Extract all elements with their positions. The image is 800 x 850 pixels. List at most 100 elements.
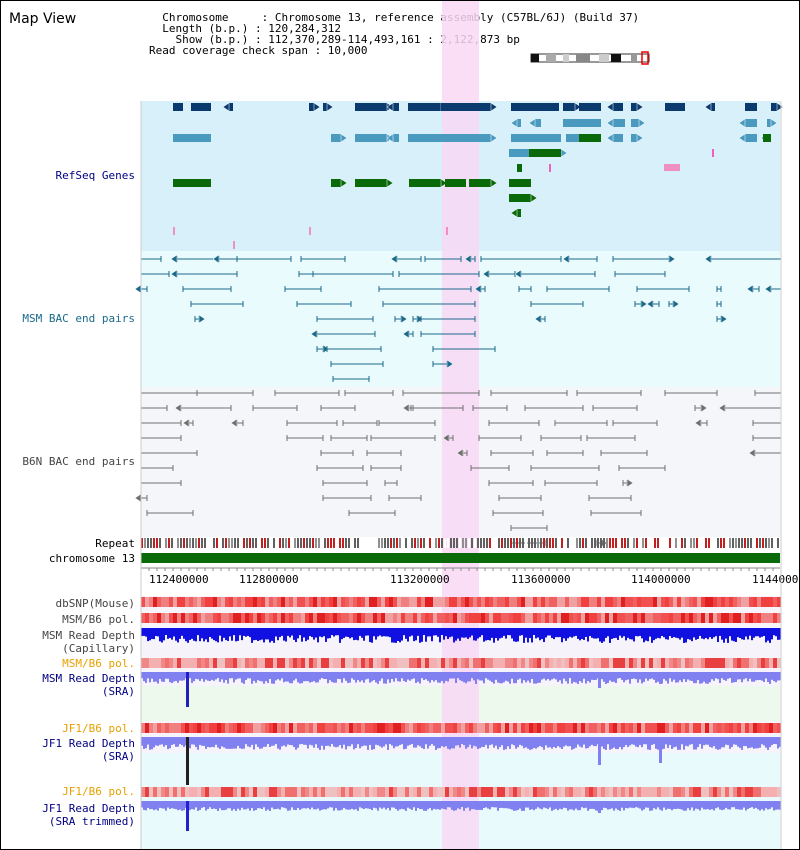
- depth-bar: [401, 737, 403, 745]
- heat-cell: [457, 597, 461, 607]
- heat-cell: [285, 613, 289, 623]
- depth-bar: [755, 737, 757, 749]
- depth-bar: [757, 628, 759, 637]
- depth-bar: [299, 737, 301, 745]
- depth-bar: [745, 737, 747, 747]
- depth-bar: [253, 672, 255, 681]
- heat-cell: [725, 787, 729, 797]
- heat-cell: [365, 597, 369, 607]
- heat-cell: [293, 658, 297, 668]
- depth-bar: [609, 672, 611, 681]
- repeat-mark: [288, 538, 290, 548]
- depth-bar: [545, 628, 547, 638]
- depth-bar: [269, 672, 271, 679]
- heat-cell: [457, 658, 461, 668]
- repeat-mark: [606, 538, 608, 548]
- repeat-mark: [198, 538, 200, 548]
- depth-bar: [673, 628, 675, 638]
- depth-bar: [289, 801, 291, 811]
- heat-cell: [269, 723, 273, 733]
- depth-bar: [647, 628, 649, 642]
- repeat-mark: [750, 538, 752, 548]
- heat-cell: [217, 723, 221, 733]
- depth-bar: [175, 672, 177, 681]
- depth-bar: [435, 672, 437, 681]
- heat-cell: [533, 787, 537, 797]
- heat-cell: [289, 613, 293, 623]
- depth-bar: [393, 628, 395, 643]
- depth-bar: [675, 672, 677, 683]
- depth-bar: [587, 801, 589, 811]
- depth-bar: [535, 801, 537, 809]
- depth-bar: [255, 628, 257, 640]
- depth-bar: [487, 628, 489, 641]
- repeat-mark: [426, 538, 428, 548]
- depth-bar: [403, 672, 405, 681]
- depth-bar: [165, 737, 167, 746]
- depth-bar: [439, 737, 441, 749]
- depth-bar: [481, 737, 483, 747]
- heat-cell: [645, 658, 649, 668]
- heat-cell: [749, 723, 753, 733]
- depth-bar: [187, 628, 189, 643]
- depth-bar: [589, 737, 591, 747]
- heat-cell: [681, 613, 685, 623]
- depth-bar: [699, 737, 701, 745]
- depth-bar: [239, 628, 241, 636]
- depth-bar: [687, 672, 689, 680]
- depth-bar: [475, 672, 477, 684]
- depth-bar: [465, 672, 467, 684]
- depth-bar: [317, 672, 319, 683]
- heat-cell: [229, 723, 233, 733]
- depth-bar: [215, 801, 217, 810]
- repeat-mark: [162, 538, 164, 548]
- heat-cell: [681, 723, 685, 733]
- heat-cell: [725, 597, 729, 607]
- depth-bar: [443, 628, 445, 640]
- repeat-mark: [669, 538, 671, 548]
- heat-cell: [173, 613, 177, 623]
- heat-cell: [221, 723, 225, 733]
- depth-bar: [531, 672, 533, 679]
- heat-cell: [393, 658, 397, 668]
- depth-bar: [295, 737, 297, 750]
- repeat-mark: [627, 538, 629, 548]
- heat-cell: [509, 597, 513, 607]
- depth-bar: [309, 737, 311, 745]
- depth-bar: [203, 737, 205, 746]
- heat-cell: [621, 658, 625, 668]
- depth-bar: [757, 672, 759, 681]
- heat-cell: [193, 723, 197, 733]
- heat-cell: [389, 613, 393, 623]
- depth-bar: [591, 801, 593, 809]
- depth-bar: [315, 628, 317, 638]
- heat-cell: [545, 787, 549, 797]
- depth-bar: [347, 672, 349, 683]
- heat-cell: [533, 613, 537, 623]
- heat-cell: [325, 787, 329, 797]
- gene-feature: [517, 209, 521, 217]
- repeat-mark: [171, 538, 173, 548]
- depth-bar: [537, 628, 539, 638]
- depth-bar: [387, 801, 389, 808]
- heat-cell: [737, 597, 741, 607]
- depth-bar: [569, 801, 571, 810]
- heat-cell: [429, 723, 433, 733]
- depth-bar: [503, 801, 505, 809]
- depth-bar: [371, 672, 373, 682]
- heat-cell: [301, 658, 305, 668]
- depth-bar: [199, 628, 201, 642]
- depth-bar: [183, 672, 185, 681]
- heat-cell: [397, 613, 401, 623]
- depth-bar: [445, 801, 447, 810]
- depth-bar: [655, 628, 657, 639]
- heat-cell: [713, 787, 717, 797]
- heat-cell: [585, 613, 589, 623]
- heat-cell: [301, 723, 305, 733]
- heat-cell: [401, 613, 405, 623]
- heat-cell: [341, 723, 345, 733]
- depth-bar: [325, 628, 327, 642]
- heat-cell: [313, 723, 317, 733]
- depth-bar: [437, 737, 439, 749]
